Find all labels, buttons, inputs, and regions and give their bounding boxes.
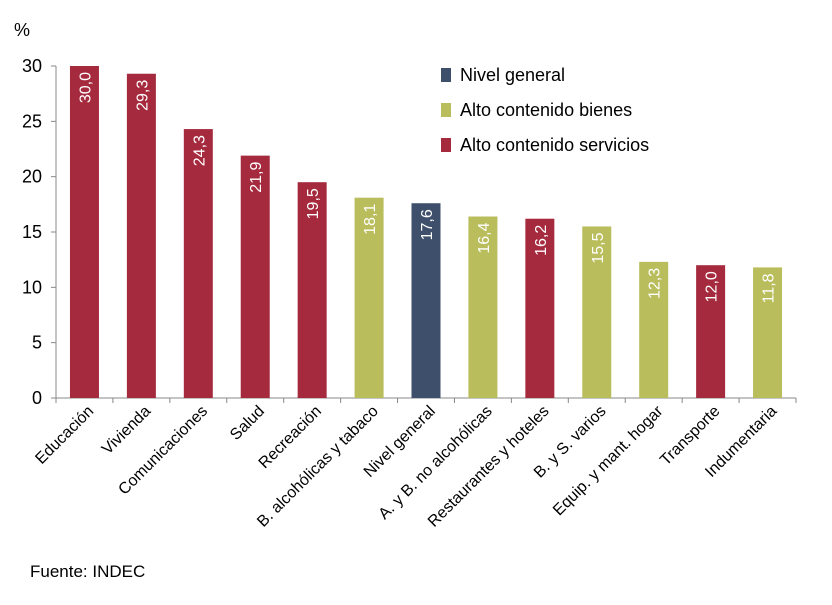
y-tick-label: 0 — [32, 388, 42, 408]
legend-label: Alto contenido bienes — [460, 100, 632, 120]
bar-value-label: 17,6 — [419, 209, 436, 240]
bar-value-label: 21,9 — [248, 162, 265, 193]
bar — [525, 218, 555, 398]
bar — [468, 216, 498, 398]
bar — [639, 261, 669, 398]
bar — [354, 197, 384, 398]
bar — [126, 73, 156, 398]
bar-value-label: 11,8 — [761, 273, 778, 303]
bar-value-label: 30,0 — [77, 72, 94, 103]
chart-bars: 30,0 29,3 24,3 21,9 19,5 18,1 17,6 16,4 16,2 15,5… — [69, 66, 783, 398]
x-tick-label: Vivienda — [99, 403, 154, 458]
bar — [696, 265, 726, 398]
bar — [240, 155, 270, 398]
legend-label: Nivel general — [460, 65, 565, 85]
x-tick-label: Salud — [227, 403, 268, 444]
bar — [183, 129, 213, 398]
bar — [297, 182, 327, 398]
bar-value-label: 16,4 — [476, 222, 493, 253]
bar-value-label: 19,5 — [305, 188, 322, 219]
bar-value-label: 12,3 — [647, 268, 664, 299]
bar — [753, 267, 783, 398]
legend-swatch — [441, 138, 451, 152]
bar-value-label: 29,3 — [134, 80, 151, 111]
bar — [411, 203, 441, 398]
bar-value-label: 16,2 — [533, 225, 550, 256]
y-tick-label: 10 — [22, 277, 42, 297]
chart-legend: Nivel general Alto contenido bienes Alto c… — [441, 65, 649, 155]
legend-swatch — [441, 68, 451, 82]
y-tick-label: 30 — [22, 56, 42, 76]
bar — [582, 226, 612, 398]
legend-label: Alto contenido servicios — [460, 135, 649, 155]
y-tick-label: 25 — [22, 111, 42, 131]
y-tick-label: 5 — [32, 333, 42, 353]
x-tick-label: A. y B. no alcohólicas — [376, 403, 496, 523]
bar-value-label: 18,1 — [362, 204, 379, 235]
y-tick-label: 20 — [22, 167, 42, 187]
bar-value-label: 12,0 — [704, 271, 721, 302]
bar — [69, 66, 99, 398]
y-tick-label: 15 — [22, 222, 42, 242]
legend-swatch — [441, 103, 451, 117]
y-axis-unit-label: % — [14, 20, 31, 40]
x-tick-label: Equip. y mant. hogar — [550, 402, 667, 519]
bar-value-label: 24,3 — [191, 135, 208, 166]
x-tick-label: Educación — [32, 403, 97, 468]
bar-value-label: 15,5 — [590, 232, 607, 263]
source-note: Fuente: INDEC — [30, 562, 146, 581]
